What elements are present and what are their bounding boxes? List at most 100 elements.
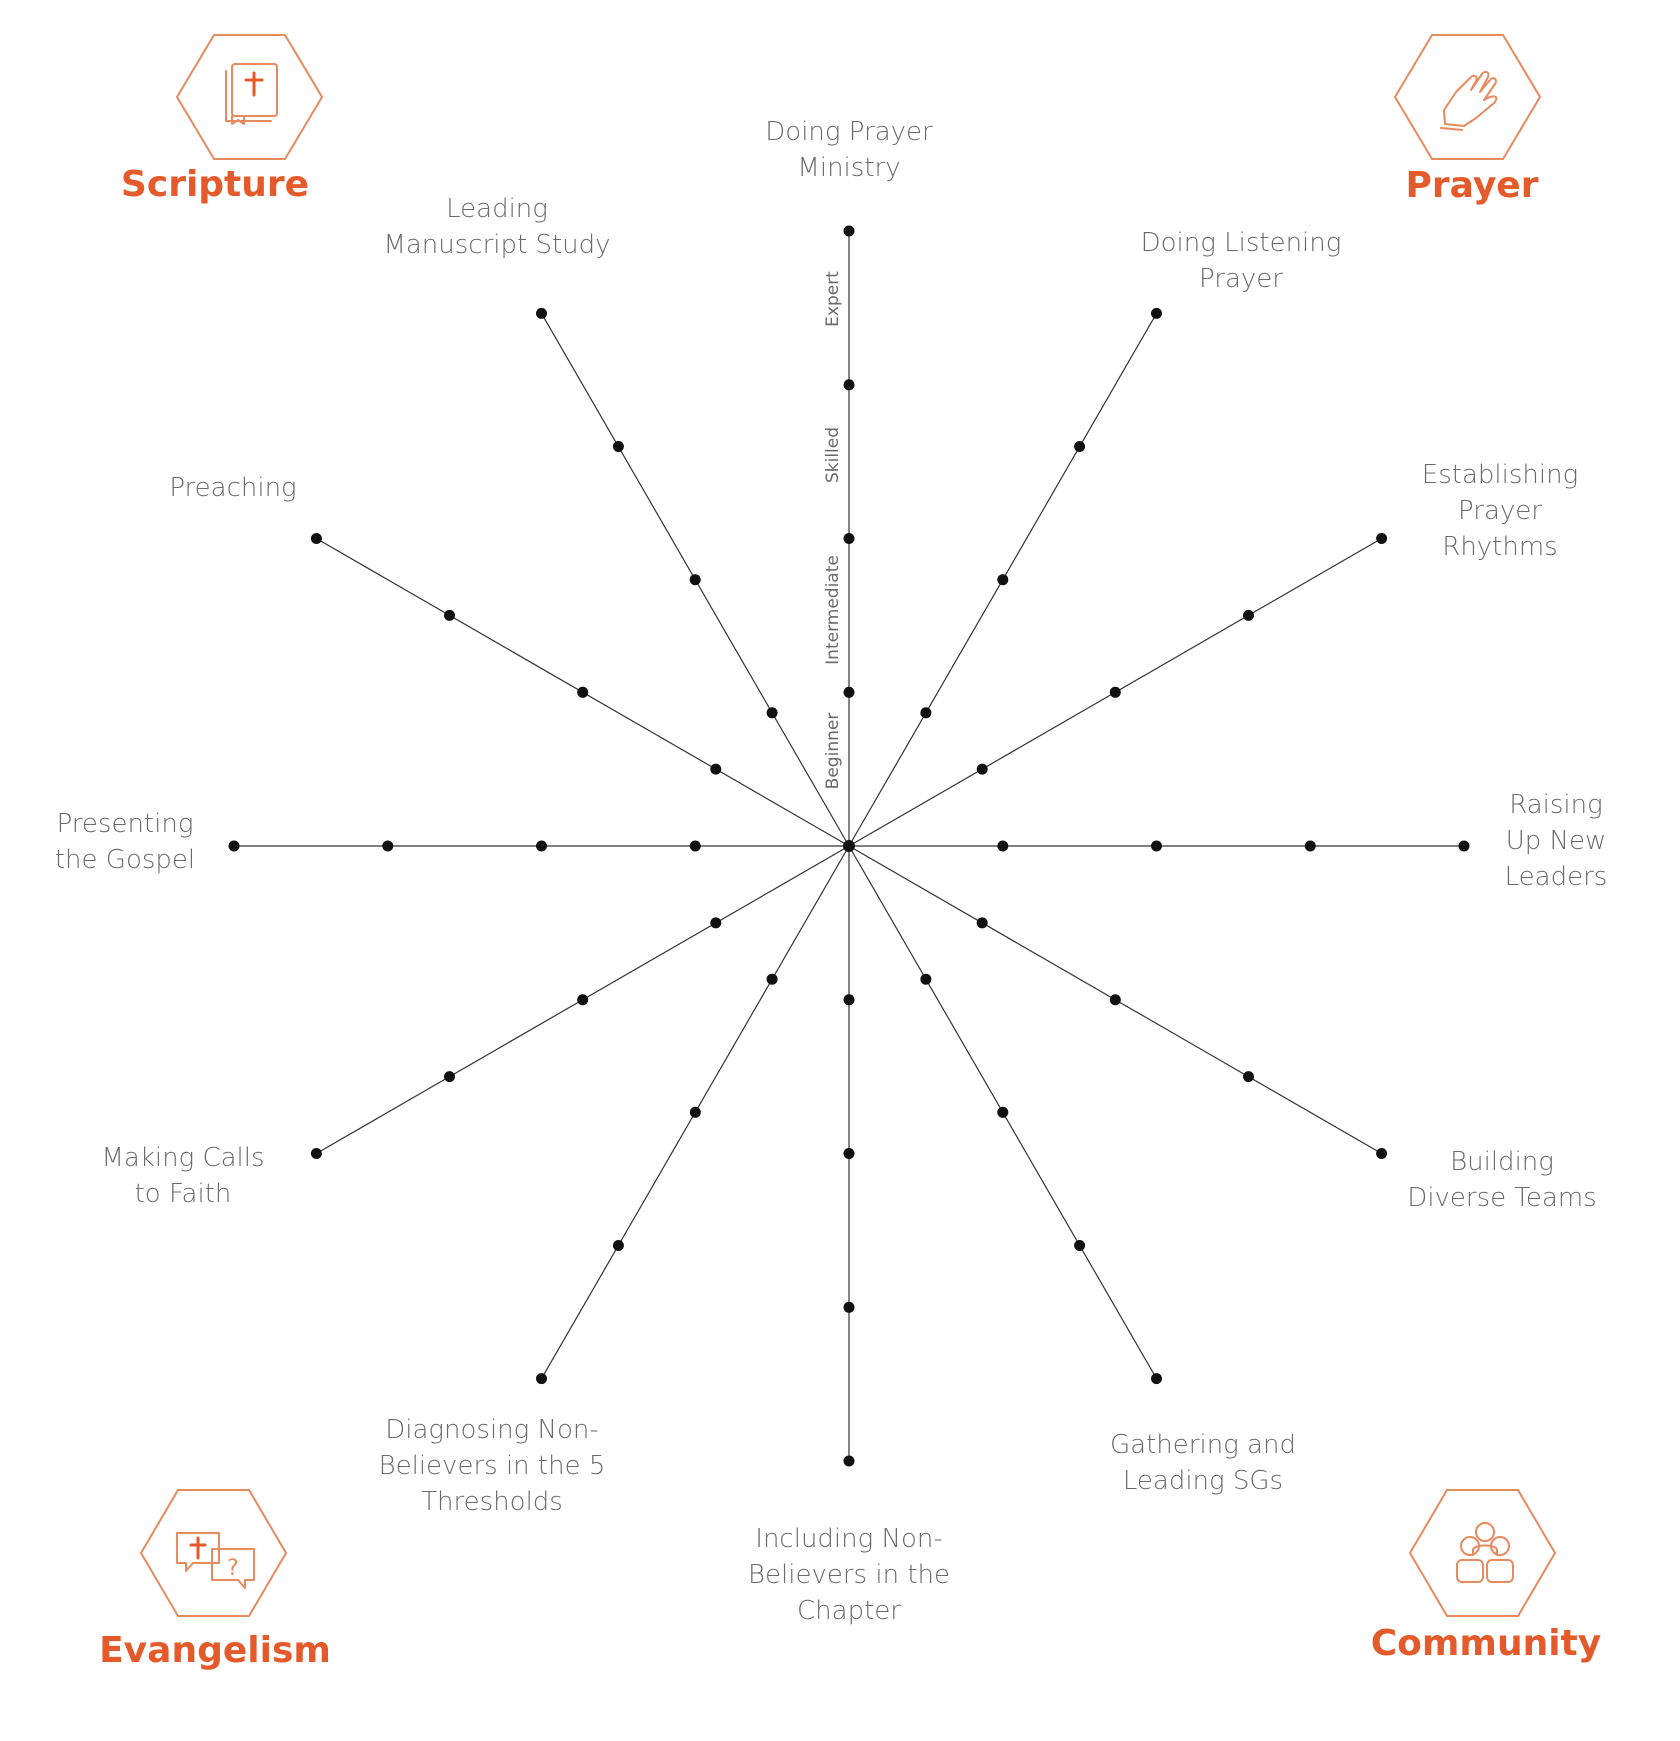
level-marker-dot	[310, 533, 322, 544]
praying-hands-icon	[1440, 70, 1498, 131]
hexagon-frame	[139, 1489, 288, 1617]
level-marker-dot	[444, 609, 455, 621]
level-labels: Beginner Intermediate Skilled Expert	[823, 271, 843, 790]
level-marker-dot	[997, 840, 1009, 852]
category-prayer: Prayer	[1393, 34, 1542, 206]
spoke-label: Establishing Prayer Rhythms	[1422, 460, 1578, 562]
spoke-label-line: Including Non-	[755, 1524, 942, 1554]
spoke-label-line: Diverse Teams	[1407, 1183, 1596, 1213]
level-marker-dot	[710, 917, 722, 929]
spoke-label-line: Raising	[1509, 790, 1603, 820]
level-marker-dot	[612, 1240, 624, 1251]
level-marker-dot	[1151, 1373, 1162, 1385]
level-marker-dot	[920, 707, 932, 719]
level-marker-dot	[843, 379, 855, 391]
level-marker-dot	[1304, 840, 1316, 852]
spoke-label-line: Manuscript Study	[383, 230, 610, 260]
spoke-label: Leading Manuscript Study	[383, 194, 610, 260]
spoke-label-line: Rhythms	[1442, 532, 1557, 562]
category-title-evangelism: Evangelism	[99, 1630, 331, 1671]
spokes: Doing Prayer Ministry Doing Listening Praye…	[55, 117, 1607, 1626]
hexagon-frame	[1393, 34, 1542, 160]
level-marker-dot	[920, 973, 932, 985]
spoke-label-line: Building	[1450, 1147, 1554, 1177]
level-marker-dot	[843, 994, 855, 1006]
level-marker-dot	[228, 840, 240, 852]
level-marker-dot	[843, 1455, 855, 1467]
spoke-label: Gathering and Leading SGs	[1110, 1430, 1296, 1496]
hexagon-frame	[175, 34, 324, 160]
spoke-label: Presenting the Gospel	[55, 809, 195, 875]
level-marker-dot	[1376, 1148, 1388, 1159]
spoke-label: Building Diverse Teams	[1407, 1147, 1596, 1213]
spoke-label: Diagnosing Non- Believers in the 5 Thresho…	[379, 1415, 606, 1517]
spoke-label: Including Non- Believers in the Chapter	[748, 1524, 950, 1626]
level-label-skilled: Skilled	[823, 427, 843, 483]
spoke-label-line: the Gospel	[55, 845, 195, 875]
level-marker-dot	[997, 1106, 1009, 1118]
spoke-label-line: to Faith	[135, 1179, 232, 1209]
level-marker-dot	[577, 994, 589, 1006]
spoke-label: Making Calls to Faith	[101, 1143, 264, 1209]
speech-bubbles-cross-question-icon: ?	[176, 1532, 255, 1589]
level-marker-dot	[310, 1148, 322, 1159]
level-marker-dot	[1151, 840, 1162, 852]
spoke-label-line: Making Calls	[101, 1143, 264, 1173]
spoke-label-line: Presenting	[57, 809, 194, 839]
level-marker-dot	[766, 973, 778, 985]
level-marker-dot	[843, 225, 855, 237]
level-marker-dot	[1109, 994, 1121, 1006]
level-marker-dot	[536, 307, 547, 319]
level-marker-dot	[1074, 1240, 1086, 1251]
level-marker-dot	[689, 1106, 701, 1118]
spoke-label-line: Chapter	[797, 1596, 901, 1626]
spoke-label: Doing Prayer Ministry	[765, 117, 933, 183]
spoke-label-line: Doing Prayer	[765, 117, 933, 147]
level-marker-dot	[766, 707, 778, 719]
bible-icon	[225, 63, 278, 125]
level-marker-dot	[843, 1148, 855, 1159]
spoke-label-line: Believers in the	[748, 1560, 950, 1590]
level-marker-dot	[1109, 686, 1121, 698]
spoke-label: Preaching	[169, 473, 296, 503]
level-marker-dot	[1074, 441, 1086, 452]
category-scripture: Scripture	[121, 34, 324, 205]
level-marker-dot	[382, 840, 394, 852]
spoke-label-line: Thresholds	[421, 1487, 563, 1517]
level-marker-dot	[843, 686, 855, 698]
level-label-beginner: Beginner	[823, 713, 843, 790]
level-marker-dot	[1243, 1071, 1254, 1083]
level-marker-dot	[1458, 840, 1470, 852]
spoke-label-line: Up New	[1506, 826, 1607, 856]
category-title-community: Community	[1371, 1623, 1601, 1664]
spoke-label: Doing Listening Prayer	[1141, 228, 1342, 294]
category-evangelism: ? Evangelism	[99, 1489, 331, 1671]
level-marker-dot	[843, 1301, 855, 1313]
level-marker-dot	[536, 840, 547, 852]
center-hub	[843, 840, 855, 852]
level-marker-dot	[1243, 609, 1254, 621]
level-label-intermediate: Intermediate	[823, 555, 843, 665]
spoke-label-line: Prayer	[1199, 264, 1283, 294]
level-marker-dot	[577, 686, 589, 698]
hexagon-frame	[1408, 1489, 1557, 1617]
level-marker-dot	[444, 1071, 455, 1083]
spoke-label-line: Ministry	[797, 153, 900, 183]
spoke-label-line: Leading	[446, 194, 548, 224]
level-marker-dot	[1376, 533, 1388, 544]
spoke-label-line: Preaching	[169, 473, 296, 503]
spoke-label-line: Diagnosing Non-	[385, 1415, 599, 1445]
spoke-label-line: Leading SGs	[1123, 1466, 1283, 1496]
spoke-label-line: Gathering and	[1110, 1430, 1296, 1460]
spoke-label-line: Leaders	[1505, 862, 1608, 892]
group-people-icon	[1456, 1522, 1514, 1583]
category-title-scripture: Scripture	[121, 164, 309, 205]
level-marker-dot	[689, 840, 701, 852]
level-marker-dot	[710, 763, 722, 775]
svg-text:?: ?	[227, 1556, 239, 1581]
category-community: Community	[1371, 1489, 1601, 1664]
level-marker-dot	[976, 763, 988, 775]
level-marker-dot	[689, 574, 701, 586]
level-marker-dot	[1151, 307, 1162, 319]
